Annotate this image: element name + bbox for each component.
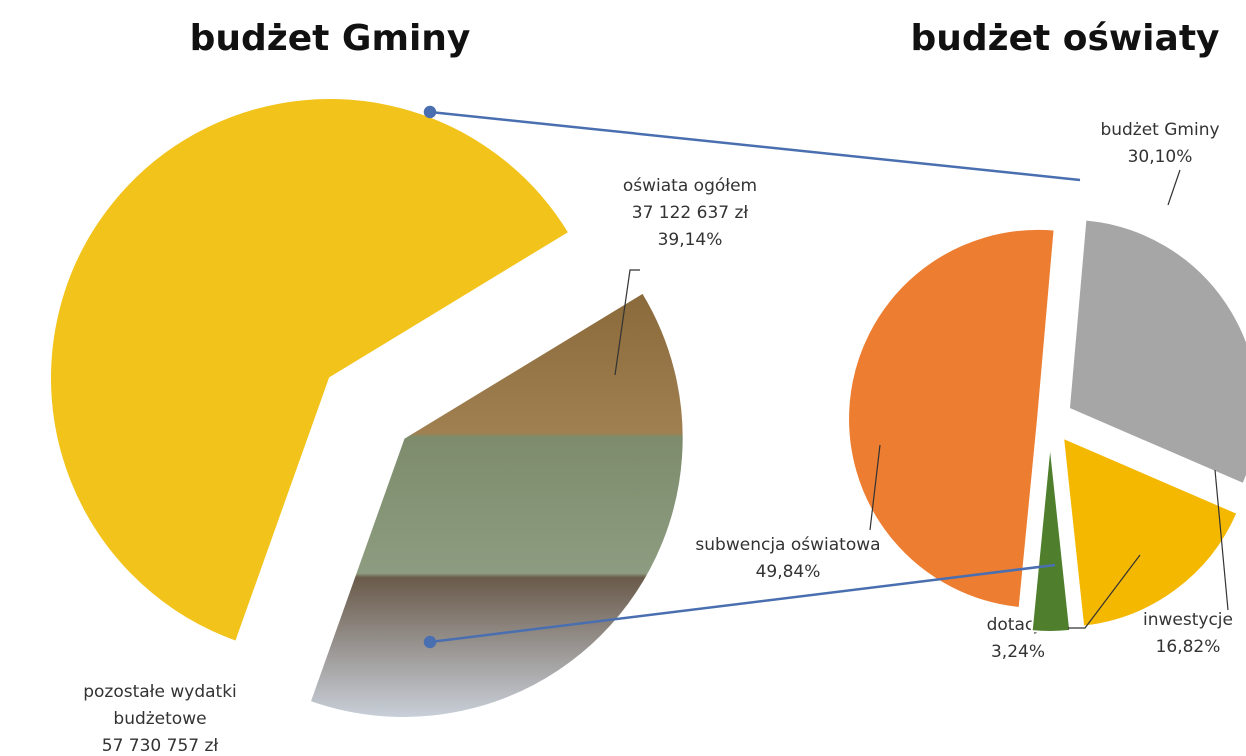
category-label: pozostałe wydatki bbox=[83, 682, 237, 702]
chart-title: budżet oświaty bbox=[910, 18, 1219, 59]
leader-line bbox=[1167, 169, 1181, 206]
leader-line bbox=[614, 269, 640, 376]
value-label: 16,82% bbox=[1156, 637, 1221, 657]
leader-line bbox=[869, 444, 881, 531]
pie-slice bbox=[1067, 218, 1246, 486]
connector-dot bbox=[423, 635, 437, 649]
value-label: 3,24% bbox=[991, 642, 1045, 662]
chart-title: budżet Gminy bbox=[190, 18, 471, 59]
pie-slice bbox=[49, 97, 571, 644]
connector-line bbox=[429, 563, 1056, 644]
category-label: subwencja oświatowa bbox=[695, 535, 880, 555]
leader-line bbox=[1214, 469, 1229, 611]
slice-label: inwestycje 16,82% bbox=[1143, 610, 1233, 657]
pie-slice bbox=[1061, 436, 1239, 628]
value-label: 57 730 757 zł bbox=[102, 736, 219, 756]
value-label: budżetowe bbox=[113, 709, 206, 729]
value-label: 39,14% bbox=[658, 230, 723, 250]
category-label: pozostałe wydatki budżetowe 57 730 757 zł bbox=[83, 682, 237, 756]
slice-label: budżet Gminy 30,10% bbox=[1100, 120, 1219, 167]
value-label: 37 122 637 zł bbox=[632, 203, 749, 223]
category-label: oświata ogółem bbox=[623, 176, 757, 196]
connectors bbox=[423, 105, 1081, 649]
pie-slice bbox=[308, 291, 685, 719]
slice-label: subwencja oświatowa 49,84% bbox=[695, 535, 880, 582]
value-label: 49,84% bbox=[756, 562, 821, 582]
leader-line bbox=[1068, 554, 1141, 629]
connector-line bbox=[429, 110, 1081, 182]
value-label: 30,10% bbox=[1128, 147, 1193, 167]
category-label: inwestycje bbox=[1143, 610, 1233, 630]
connector-dot bbox=[423, 105, 437, 119]
leader-lines bbox=[614, 169, 1229, 629]
category-label: budżet Gminy bbox=[1100, 120, 1219, 140]
slice-label: oświata ogółem 37 122 637 zł 39,14% bbox=[623, 176, 757, 250]
pie-slice bbox=[1030, 441, 1072, 633]
pie-slice bbox=[847, 227, 1056, 610]
